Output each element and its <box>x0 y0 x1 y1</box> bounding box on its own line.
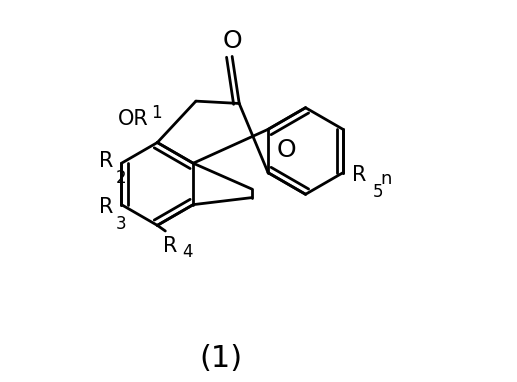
Text: R: R <box>99 151 113 171</box>
Text: O: O <box>277 138 296 162</box>
Text: (1): (1) <box>199 343 242 372</box>
Text: OR: OR <box>118 109 149 129</box>
Text: R: R <box>163 236 177 256</box>
Text: 1: 1 <box>151 104 162 122</box>
Text: 3: 3 <box>115 215 126 233</box>
Text: R: R <box>352 165 366 185</box>
Text: O: O <box>222 29 242 53</box>
Text: 5: 5 <box>373 183 383 201</box>
Text: 2: 2 <box>115 169 126 187</box>
Text: n: n <box>381 170 392 188</box>
Text: 4: 4 <box>183 243 193 261</box>
Text: R: R <box>99 197 113 217</box>
